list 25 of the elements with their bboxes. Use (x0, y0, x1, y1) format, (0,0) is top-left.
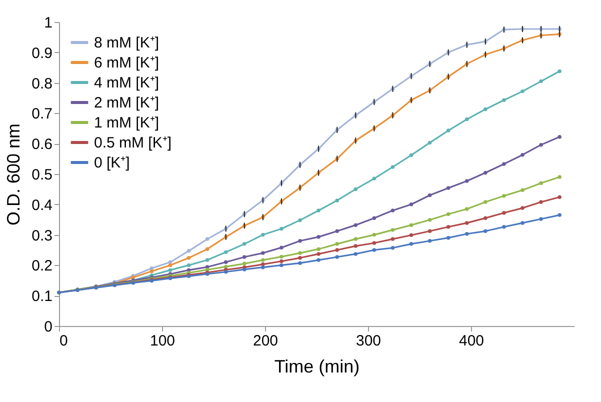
legend-label: 8 mM [K⁺] (94, 34, 160, 52)
y-tick-label: 0.8 (32, 75, 52, 92)
y-tick-label: 0.6 (32, 136, 52, 154)
y-tick-label: 0.2 (32, 258, 52, 275)
legend-label: 4 mM [K⁺] (94, 74, 160, 92)
y-tick-label: 0.7 (32, 106, 52, 123)
legend-label: 2 mM [K⁺] (94, 94, 160, 112)
y-tick-label: 0 (44, 318, 52, 336)
legend-label: 6 mM [K⁺] (94, 54, 160, 72)
legend-label: 0 [K⁺] (94, 154, 130, 172)
y-tick-label: 0.1 (32, 288, 52, 306)
y-tick-label: 0.9 (32, 44, 52, 62)
y-tick-label: 0.5 (32, 166, 52, 184)
legend-label: 0.5 mM [K⁺] (94, 134, 172, 152)
y-axis-title: O.D. 600 nm (4, 123, 24, 226)
x-tick-label: 400 (458, 332, 484, 350)
x-tick-label: 300 (356, 332, 382, 350)
x-axis-title: Time (min) (274, 356, 360, 376)
y-tick-label: 0.4 (32, 196, 52, 214)
x-tick-label: 0 (60, 332, 68, 350)
x-tick-label: 200 (252, 332, 278, 350)
y-tick-label: 0.3 (32, 227, 52, 244)
y-tick-label: 1 (44, 14, 52, 32)
x-tick-label: 100 (150, 332, 176, 350)
legend-label: 1 mM [K⁺] (94, 114, 160, 132)
